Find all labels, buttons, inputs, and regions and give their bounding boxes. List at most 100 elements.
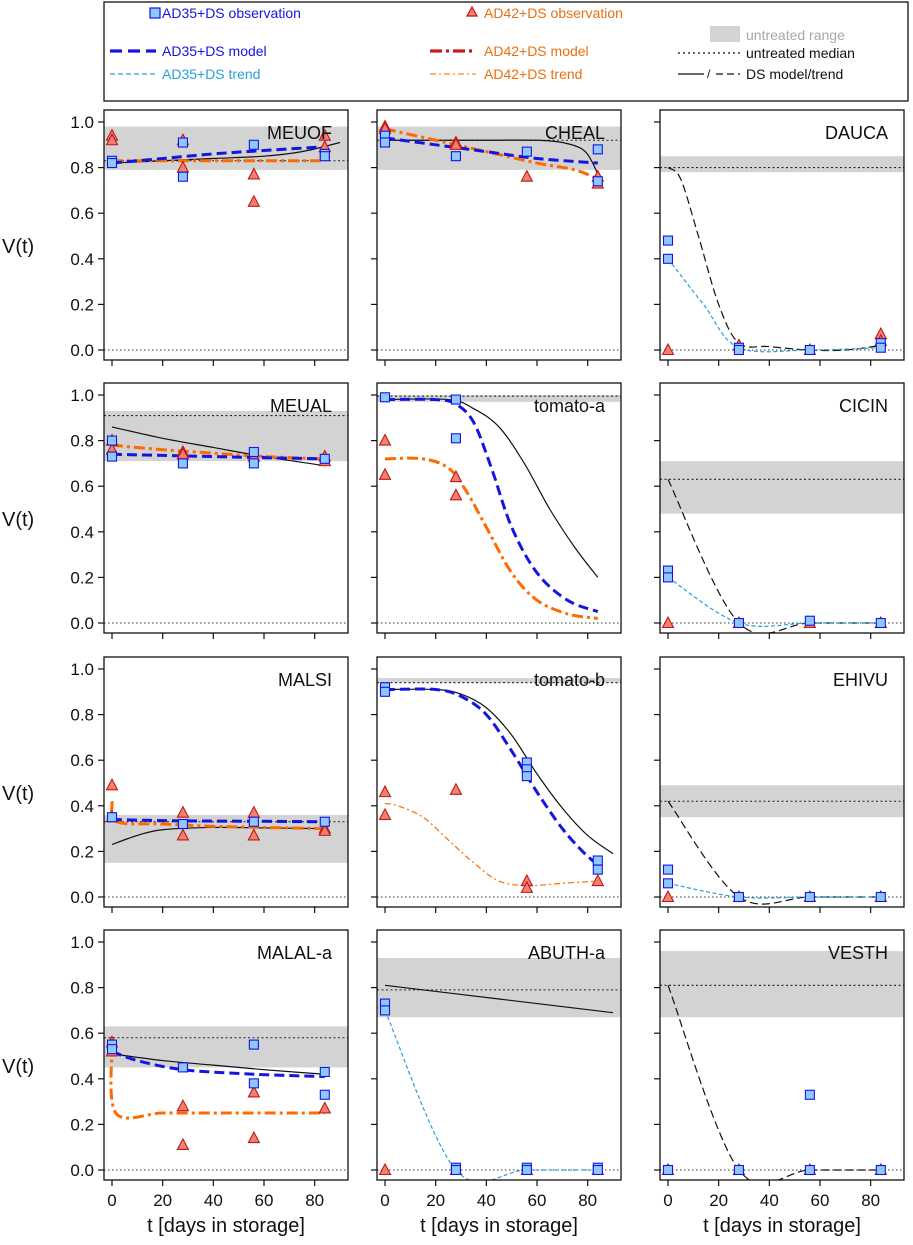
ad42-observation-point (247, 1085, 261, 1098)
panel-frame (659, 382, 905, 634)
ad42-observation-point (176, 828, 190, 841)
ad35-observation-point (450, 151, 461, 162)
x-axis-label: t [days in storage] (147, 1215, 305, 1237)
legend-ds-slash: / (707, 67, 711, 81)
panel-title: ABUTH-a (528, 943, 606, 963)
y-tick-label: 0.2 (70, 568, 94, 587)
ad35-model-curve (384, 136, 598, 165)
ad35-observation-point (248, 1039, 259, 1050)
y-axis-label: V(t) (2, 783, 34, 805)
panel-vesth: VESTH 0 20 40 60 80t [days in storage] (654, 929, 905, 1237)
ad42-observation-point (449, 488, 463, 501)
ad35-observation-point (662, 253, 674, 264)
ad35-observation-point (733, 891, 744, 903)
x-tick-label: 20 (426, 1191, 445, 1210)
x-tick-label: 40 (760, 1191, 779, 1210)
ad42-observation-point (378, 433, 392, 446)
x-tick-label: 0 (380, 1191, 389, 1210)
ad42-observation-point (661, 342, 675, 356)
ad35-trend-curve (667, 258, 881, 353)
legend-ad42-trend-label: AD42+DS trend (484, 66, 582, 82)
ad35-observation-point (379, 1005, 391, 1016)
panel-frame (376, 382, 622, 634)
untreated-range-band (377, 395, 621, 402)
untreated-range-band (377, 957, 621, 1018)
ad35-observation-point (177, 1062, 188, 1073)
x-tick-label: 20 (153, 1191, 172, 1210)
ad35-observation-point (379, 392, 391, 403)
panel-title: CICIN (839, 396, 888, 416)
panel-frame (103, 382, 349, 634)
ds-trend-curve (667, 800, 881, 905)
ad35-observation-point (450, 394, 461, 405)
ad35-model-curve (111, 452, 325, 461)
ad35-observation-point (450, 433, 461, 444)
ad35-observation-point (592, 176, 603, 187)
ad42-observation-point (520, 880, 534, 893)
ad42-trend-curve (384, 802, 598, 887)
panel-title: tomato-b (534, 670, 605, 690)
ad42-model-curve (384, 127, 599, 181)
x-tick-label: 80 (578, 1191, 597, 1210)
legend-ad42-model-label: AD42+DS model (484, 43, 589, 59)
panel-frame (103, 929, 349, 1181)
y-tick-label: 0.8 (70, 979, 94, 998)
ad35-observation-point (106, 157, 118, 169)
ds-model-curve (384, 984, 614, 1014)
ad42-observation-point (105, 778, 119, 791)
ad35-observation-point (248, 446, 259, 458)
y-axis-label: V(t) (2, 1056, 34, 1078)
untreated-range-band (104, 1026, 348, 1068)
ds-model-curve (384, 688, 614, 855)
ad35-observation-point (319, 151, 330, 162)
legend-ad35-model-label: AD35+DS model (162, 43, 267, 59)
ad35-observation-point (733, 617, 744, 629)
ad42-observation-point (449, 782, 463, 795)
panel-plot-area (377, 957, 621, 1180)
ad42-observation-point (520, 169, 534, 182)
y-tick-label: 0.0 (70, 614, 94, 633)
panel-title: VESTH (828, 943, 888, 963)
ad35-observation-point (662, 572, 674, 583)
ad35-model-curve (384, 687, 599, 867)
y-tick-label: 0.6 (70, 751, 94, 770)
ad35-observation-point (662, 1164, 674, 1176)
ad42-observation-point (247, 167, 261, 180)
panel-plot-area (660, 461, 904, 633)
ad35-observation-point (319, 453, 330, 464)
x-tick-label: 40 (477, 1191, 496, 1210)
panel-ehivu: EHIVU (654, 656, 905, 913)
ad35-observation-point (875, 1164, 886, 1176)
ad35-model-curve (384, 397, 599, 614)
legend-ad42-obs-label: AD42+DS observation (484, 5, 623, 21)
panel-frame (376, 656, 622, 908)
ad42-observation-point (661, 615, 675, 629)
legend-untreated-range-label: untreated range (746, 27, 845, 43)
legend: AD35+DS observation AD35+DS model AD35+D… (103, 1, 909, 102)
x-tick-label: 0 (107, 1191, 116, 1210)
y-tick-label: 0.8 (70, 432, 94, 451)
untreated-range-band (377, 678, 621, 683)
panel-plot-area (660, 156, 904, 356)
y-tick-label: 0.6 (70, 204, 94, 223)
panel-plot-area (377, 119, 621, 351)
ad35-observation-point (804, 615, 815, 626)
x-axis-label: t [days in storage] (420, 1215, 578, 1237)
panel-frame (659, 109, 905, 361)
ad35-observation-point (521, 146, 532, 157)
ds-model-curve (384, 139, 601, 182)
y-tick-label: 0.0 (70, 1161, 94, 1180)
ad42-observation-point (661, 889, 675, 903)
ad42-observation-point (591, 873, 605, 887)
ad35-observation-point (592, 144, 603, 155)
ad42-observation-point (247, 194, 261, 207)
ad35-observation-point (248, 458, 259, 469)
ad35-observation-point (733, 344, 744, 356)
ad35-observation-point (379, 137, 391, 148)
ad35-observation-point (450, 1164, 461, 1176)
ds-model-curve (111, 1053, 325, 1075)
y-tick-label: 0.4 (70, 1070, 94, 1089)
ad42-observation-point (378, 807, 392, 820)
ad35-observation-point (592, 864, 603, 875)
